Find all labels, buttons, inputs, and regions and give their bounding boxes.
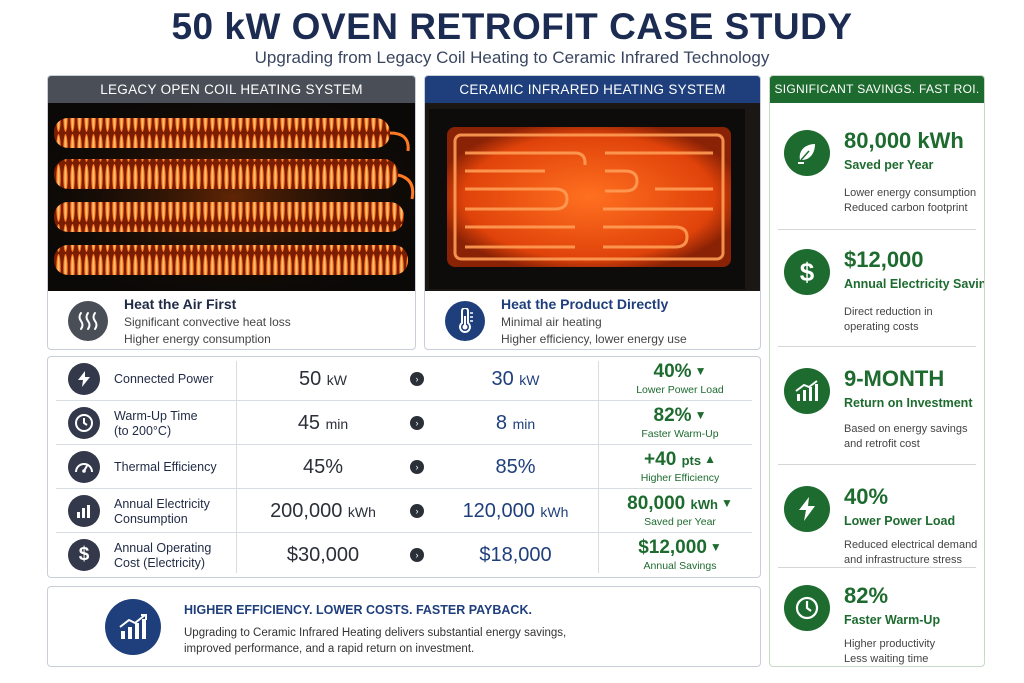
legacy-line-2: Higher energy consumption xyxy=(124,332,271,346)
legacy-heading: Heat the Air First xyxy=(124,296,237,312)
row-label: Annual Operating Cost (Electricity) xyxy=(114,541,212,570)
chevron-right-icon: › xyxy=(410,504,424,518)
arrow-down-icon: ▼ xyxy=(694,364,707,378)
ceramic-line-2: Higher efficiency, lower energy use xyxy=(501,332,687,346)
clock-icon xyxy=(68,407,100,439)
legacy-value: 45% xyxy=(302,456,344,478)
row-label: Thermal Efficiency xyxy=(114,460,217,474)
legacy-value: 50 kW xyxy=(298,368,348,390)
chevron-right-icon: › xyxy=(410,460,424,474)
column-divider xyxy=(598,361,599,573)
ceramic-info: Heat the Product Directly Minimal air he… xyxy=(425,291,760,349)
ceramic-value: 8 min xyxy=(495,412,536,434)
dollar-icon: $ xyxy=(68,539,100,571)
column-divider xyxy=(236,361,237,573)
legacy-system-panel: LEGACY OPEN COIL HEATING SYSTEM xyxy=(47,75,416,350)
legacy-line-1: Significant convective heat loss xyxy=(124,315,291,329)
ceramic-value: 30 kW xyxy=(491,368,540,390)
arrow-down-icon: ▼ xyxy=(720,496,733,510)
legacy-panel-header: LEGACY OPEN COIL HEATING SYSTEM xyxy=(48,76,415,103)
table-row-annual-electricity: Annual Electricity Consumption 200,000 kW… xyxy=(48,489,760,533)
ceramic-emitter-image xyxy=(425,103,760,291)
chevron-right-icon: › xyxy=(410,372,424,386)
thermometer-icon xyxy=(445,301,485,341)
comparison-table: Connected Power 50 kW › 30 kW 40% ▼ Lower… xyxy=(47,356,761,578)
ceramic-value: 85% xyxy=(495,456,536,478)
gauge-icon xyxy=(68,451,100,483)
ceramic-panel-header: CERAMIC INFRARED HEATING SYSTEM xyxy=(425,76,760,103)
legacy-value: 45 min xyxy=(297,412,349,434)
ceramic-system-panel: CERAMIC INFRARED HEATING SYSTEM xyxy=(424,75,761,350)
power-bolt-icon xyxy=(784,486,830,532)
leaf-plug-icon xyxy=(784,130,830,176)
legacy-info: Heat the Air First Significant convectiv… xyxy=(48,291,415,349)
banner-text: Upgrading to Ceramic Infrared Heating de… xyxy=(184,627,567,655)
delta-cell: 40% ▼ Lower Power Load xyxy=(636,361,724,396)
legacy-value: $30,000 xyxy=(286,544,360,566)
arrow-down-icon: ▼ xyxy=(694,408,707,422)
savings-header: SIGNIFICANT SAVINGS. FAST ROI. xyxy=(770,76,984,103)
chevron-right-icon: › xyxy=(410,548,424,562)
clock-icon xyxy=(784,585,830,631)
table-row-annual-operating-cost: $ Annual Operating Cost (Electricity) $30… xyxy=(48,533,760,577)
ceramic-value: $18,000 xyxy=(479,544,552,566)
arrow-up-icon: ▲ xyxy=(704,452,716,466)
summary-banner: HIGHER EFFICIENCY. LOWER COSTS. FASTER P… xyxy=(47,586,761,667)
growth-chart-icon xyxy=(105,599,161,655)
chevron-right-icon: › xyxy=(410,416,424,430)
row-label: Connected Power xyxy=(114,372,214,386)
row-label: Annual Electricity Consumption xyxy=(114,497,210,526)
delta-cell: $12,000 ▼ Annual Savings xyxy=(638,537,722,572)
delta-cell: +40 pts ▲ Higher Efficiency xyxy=(640,449,720,484)
bar-chart-icon xyxy=(68,495,100,527)
row-label: Warm-Up Time (to 200°C) xyxy=(114,409,198,438)
ceramic-heading: Heat the Product Directly xyxy=(501,296,669,312)
table-row-connected-power: Connected Power 50 kW › 30 kW 40% ▼ Lower… xyxy=(48,357,760,401)
ceramic-value: 120,000 kWh xyxy=(462,500,569,522)
delta-cell: 80,000 kWh ▼ Saved per Year xyxy=(627,493,733,528)
table-row-thermal-efficiency: Thermal Efficiency 45% › 85% +40 pts ▲ Hi… xyxy=(48,445,760,489)
arrow-down-icon: ▼ xyxy=(709,540,722,554)
savings-column: SIGNIFICANT SAVINGS. FAST ROI. 80,000 kW… xyxy=(769,75,985,667)
page-title: 50 kW OVEN RETROFIT CASE STUDY xyxy=(171,6,853,47)
banner-title: HIGHER EFFICIENCY. LOWER COSTS. FASTER P… xyxy=(184,603,532,617)
heat-waves-icon xyxy=(68,301,108,341)
page-subtitle: Upgrading from Legacy Coil Heating to Ce… xyxy=(254,48,770,67)
legacy-coil-image xyxy=(48,103,415,291)
growth-chart-icon xyxy=(784,368,830,414)
ceramic-line-1: Minimal air heating xyxy=(501,315,602,329)
delta-cell: 82% ▼ Faster Warm-Up xyxy=(641,405,719,440)
dollar-icon: $ xyxy=(784,249,830,295)
power-bolt-icon xyxy=(68,363,100,395)
legacy-value: 200,000 kWh xyxy=(270,500,376,522)
table-row-warm-up-time: Warm-Up Time (to 200°C) 45 min › 8 min 82… xyxy=(48,401,760,445)
